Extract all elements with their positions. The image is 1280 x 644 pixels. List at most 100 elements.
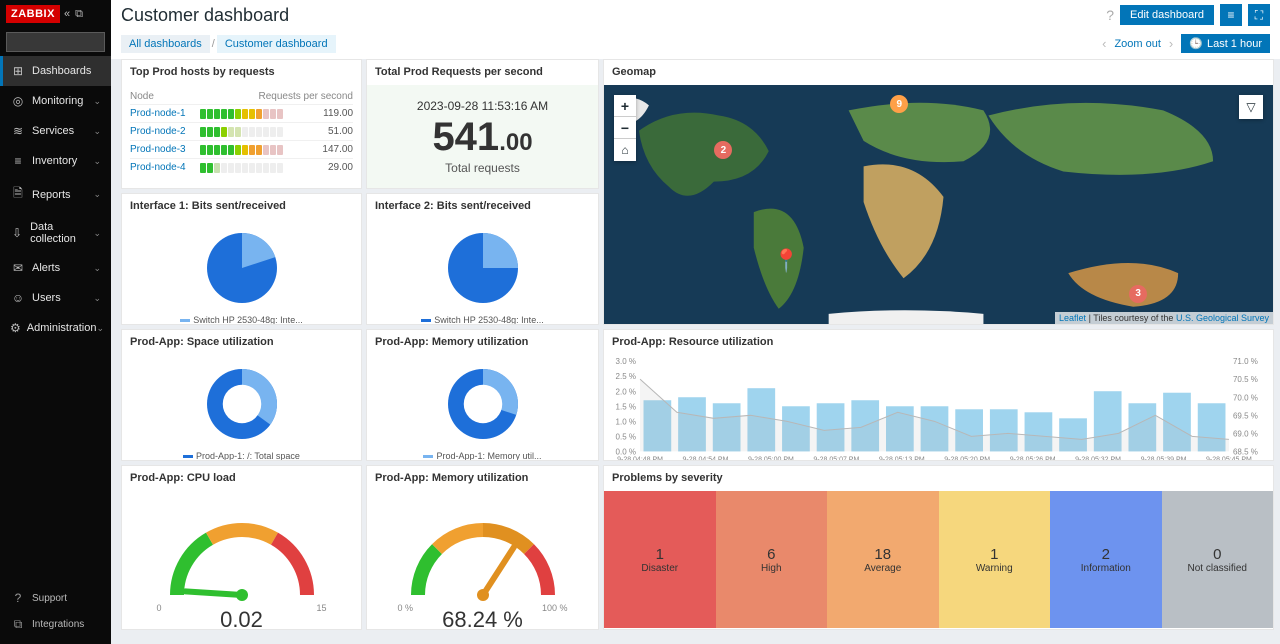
map-filter-icon[interactable]: ▽ [1239, 95, 1263, 119]
sidebar-item-data-collection[interactable]: ⇩Data collection⌄ [0, 213, 111, 253]
time-range-button[interactable]: 🕒 Last 1 hour [1181, 34, 1270, 53]
help-icon[interactable]: ? [1106, 7, 1114, 23]
map-pin[interactable]: 📍 [773, 248, 800, 274]
nav-icon: ⚙ [10, 321, 21, 335]
map-zoom-controls: + − ⌂ [614, 95, 636, 161]
nav-icon: ✉ [10, 261, 26, 275]
sidebar-item-users[interactable]: ☺Users⌄ [0, 283, 111, 313]
svg-text:9-28 04:48 PM: 9-28 04:48 PM [617, 456, 663, 461]
svg-text:9-28 05:13 PM: 9-28 05:13 PM [879, 456, 925, 461]
chevron-down-icon: ⌄ [93, 263, 101, 274]
nav-icon: ≋ [10, 124, 26, 138]
chevron-down-icon: ⌄ [93, 189, 101, 200]
host-link[interactable]: Prod-node-2 [130, 126, 200, 137]
legend-item: Switch HP 2530-48g: Inte... [180, 315, 302, 325]
map-marker[interactable]: 3 [1129, 285, 1147, 303]
widget-cpu-load: Prod-App: CPU load 015 0.02 Load average… [121, 465, 362, 630]
chevron-down-icon: ⌄ [93, 156, 101, 167]
host-row: Prod-node-3147.00 [130, 140, 353, 158]
prev-icon[interactable]: ‹ [1102, 36, 1106, 51]
host-row: Prod-node-1119.00 [130, 104, 353, 122]
main: Customer dashboard ? Edit dashboard ≡ ⛶ … [111, 0, 1280, 644]
pie-chart [197, 223, 287, 313]
breadcrumb-all[interactable]: All dashboards [121, 35, 210, 53]
widget-mem-gauge: Prod-App: Memory utilization 0 %100 % 68… [366, 465, 599, 630]
list-icon[interactable]: ≡ [1220, 4, 1242, 26]
host-row: Prod-node-251.00 [130, 122, 353, 140]
clock-icon: 🕒 [1189, 37, 1203, 50]
severity-high[interactable]: 6High [716, 491, 828, 628]
gauge-chart [152, 495, 332, 605]
map[interactable]: + − ⌂ ▽ Leaflet | Tiles courtesy of the … [604, 85, 1273, 324]
breadcrumb: All dashboards / Customer dashboard ‹ Zo… [111, 30, 1280, 59]
severity-not-classified[interactable]: 0Not classified [1162, 491, 1274, 628]
widget-severity: Problems by severity 1Disaster6High18Ave… [603, 465, 1274, 630]
svg-text:9-28 05:39 PM: 9-28 05:39 PM [1141, 456, 1187, 461]
widget-total-requests: Total Prod Requests per second 2023-09-2… [366, 59, 599, 189]
svg-text:70.5 %: 70.5 % [1233, 375, 1258, 384]
legend-item: Prod-App-1: Memory util... [423, 451, 541, 461]
nav-icon: ◎ [10, 94, 26, 108]
timestamp: 2023-09-28 11:53:16 AM [417, 99, 548, 113]
pie-chart [438, 223, 528, 313]
host-link[interactable]: Prod-node-1 [130, 108, 200, 119]
svg-text:9-28 05:20 PM: 9-28 05:20 PM [944, 456, 990, 461]
map-zoom-in[interactable]: + [614, 95, 636, 117]
host-link[interactable]: Prod-node-3 [130, 144, 200, 155]
svg-text:71.0 %: 71.0 % [1233, 357, 1258, 366]
collapse-icon[interactable]: « [64, 8, 70, 21]
widget-mem-util-donut: Prod-App: Memory utilization Prod-App-1:… [366, 329, 599, 461]
donut-chart [197, 359, 287, 449]
nav-icon: ☺ [10, 291, 26, 305]
sidebar-item-integrations[interactable]: ⧉Integrations [0, 611, 111, 638]
nav-icon: 🗎 [10, 184, 26, 205]
svg-text:1.5 %: 1.5 % [616, 402, 636, 411]
svg-text:0.5 %: 0.5 % [616, 432, 636, 441]
page-title: Customer dashboard [121, 5, 289, 26]
zoom-out-button[interactable]: Zoom out [1114, 38, 1160, 50]
svg-text:2.5 %: 2.5 % [616, 372, 636, 381]
gauge-chart [393, 495, 573, 605]
gauge-value: 68.24 % [442, 607, 523, 630]
fullscreen-icon[interactable]: ⛶ [1248, 4, 1270, 26]
sidebar-item-administration[interactable]: ⚙Administration⌄ [0, 313, 111, 343]
nav-icon: ⊞ [10, 64, 26, 78]
sidebar: ZABBIX « ⧉ ⌕ ⊞Dashboards◎Monitoring⌄≋Ser… [0, 0, 111, 644]
svg-text:9-28 04:54 PM: 9-28 04:54 PM [683, 456, 729, 461]
popout-icon[interactable]: ⧉ [75, 8, 83, 21]
sidebar-item-monitoring[interactable]: ◎Monitoring⌄ [0, 86, 111, 116]
svg-text:9-28 05:45 PM: 9-28 05:45 PM [1206, 456, 1252, 461]
svg-text:1.0 %: 1.0 % [616, 417, 636, 426]
breadcrumb-current[interactable]: Customer dashboard [217, 35, 336, 53]
sidebar-item-inventory[interactable]: ≡Inventory⌄ [0, 146, 111, 176]
severity-average[interactable]: 18Average [827, 491, 939, 628]
widget-interface-2: Interface 2: Bits sent/received Switch H… [366, 193, 599, 325]
svg-text:69.0 %: 69.0 % [1233, 429, 1258, 438]
next-icon[interactable]: › [1169, 36, 1173, 51]
widget-top-hosts: Top Prod hosts by requests Node Requests… [121, 59, 362, 189]
sidebar-item-services[interactable]: ≋Services⌄ [0, 116, 111, 146]
chevron-down-icon: ⌄ [93, 228, 101, 239]
gauge-value: 0.02 [220, 607, 263, 630]
legend-item: Prod-App-1: /: Total space [183, 451, 300, 461]
widget-interface-1: Interface 1: Bits sent/received Switch H… [121, 193, 362, 325]
chevron-down-icon: ⌄ [96, 323, 104, 334]
svg-text:9-28 05:32 PM: 9-28 05:32 PM [1075, 456, 1121, 461]
svg-text:9-28 05:07 PM: 9-28 05:07 PM [813, 456, 859, 461]
total-value: 541.00 [432, 117, 532, 157]
map-home-icon[interactable]: ⌂ [614, 139, 636, 161]
svg-text:69.5 %: 69.5 % [1233, 411, 1258, 420]
map-zoom-out[interactable]: − [614, 117, 636, 139]
sidebar-item-dashboards[interactable]: ⊞Dashboards [0, 56, 111, 86]
edit-dashboard-button[interactable]: Edit dashboard [1120, 5, 1214, 25]
severity-information[interactable]: 2Information [1050, 491, 1162, 628]
sidebar-item-support[interactable]: ?Support [0, 585, 111, 611]
sidebar-item-alerts[interactable]: ✉Alerts⌄ [0, 253, 111, 283]
host-link[interactable]: Prod-node-4 [130, 162, 200, 173]
severity-disaster[interactable]: 1Disaster [604, 491, 716, 628]
sidebar-search[interactable]: ⌕ [6, 32, 105, 52]
donut-chart [438, 359, 528, 449]
nav-icon: ≡ [10, 154, 26, 168]
severity-warning[interactable]: 1Warning [939, 491, 1051, 628]
sidebar-item-reports[interactable]: 🗎Reports⌄ [0, 176, 111, 213]
